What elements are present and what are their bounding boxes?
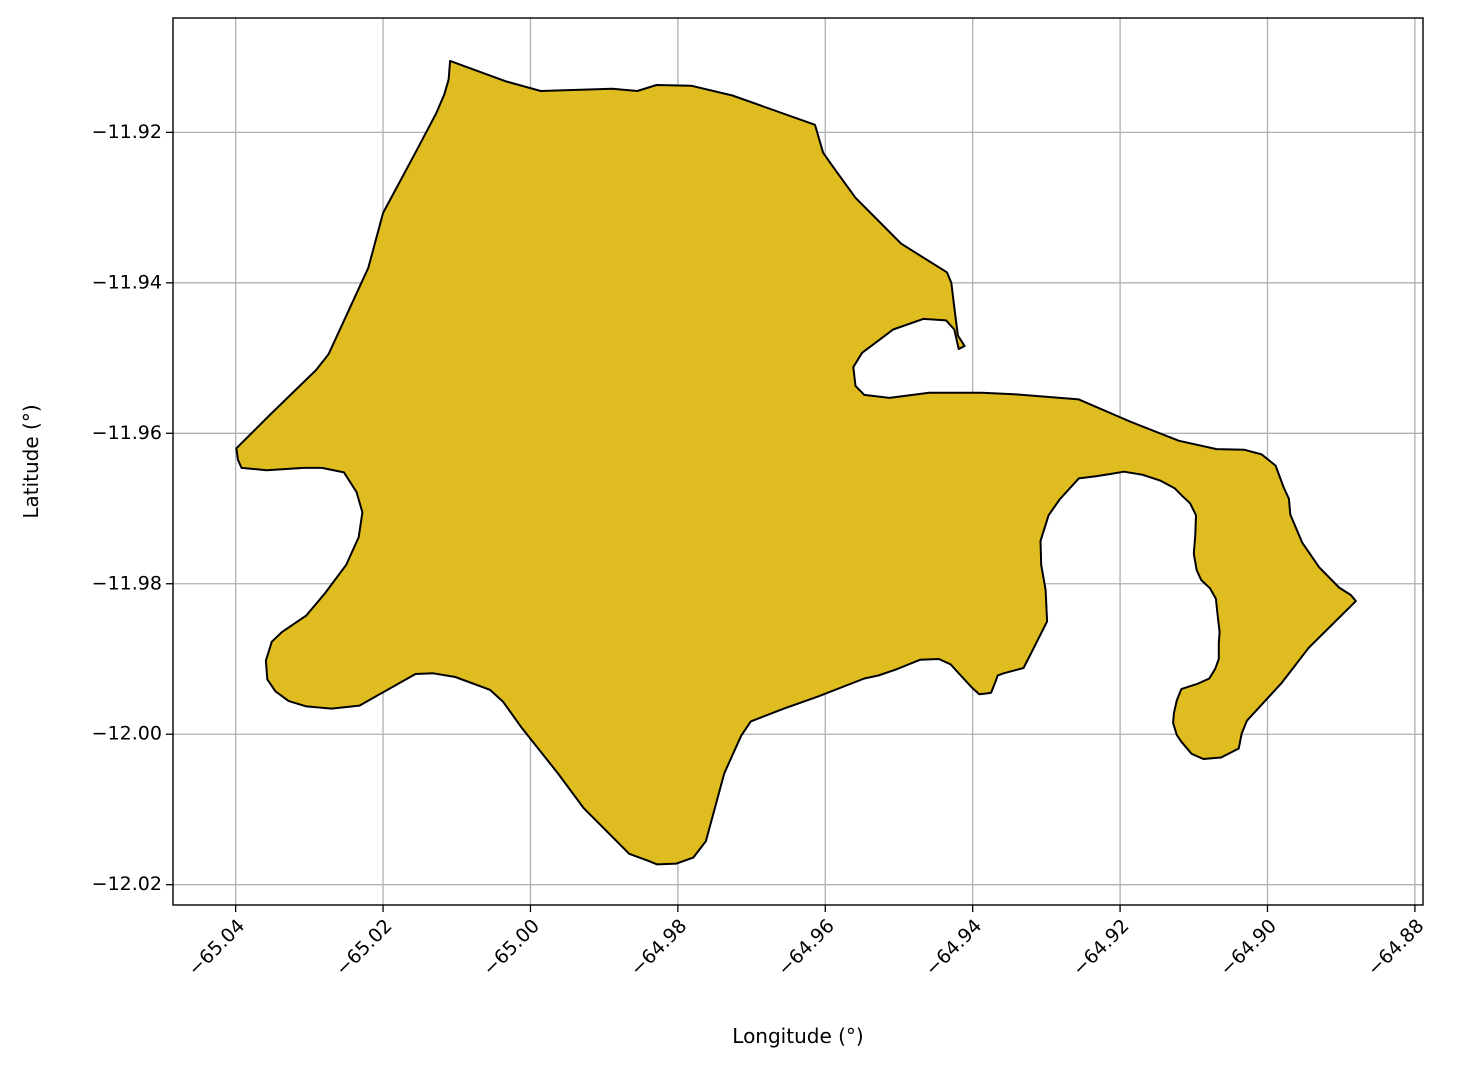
x-tick-label: −64.98 bbox=[626, 915, 691, 980]
y-tick-label: −12.02 bbox=[92, 873, 162, 895]
x-tick-label: −65.02 bbox=[331, 915, 396, 980]
y-tick-label: −12.00 bbox=[92, 723, 162, 745]
y-tick-label: −11.96 bbox=[92, 422, 162, 444]
region-polygon bbox=[235, 59, 1357, 866]
x-tick-label: −65.04 bbox=[184, 915, 249, 980]
x-tick-label: −64.88 bbox=[1363, 915, 1428, 980]
x-tick-label: −64.94 bbox=[921, 915, 986, 980]
x-axis-label: Longitude (°) bbox=[732, 1024, 863, 1048]
y-tick-label: −11.92 bbox=[92, 121, 162, 143]
y-tick-label: −11.98 bbox=[92, 572, 162, 594]
x-tick-label: −64.90 bbox=[1216, 915, 1281, 980]
x-tick-label: −64.96 bbox=[774, 915, 839, 980]
y-axis-label: Latitude (°) bbox=[19, 404, 43, 518]
x-tick-label: −64.92 bbox=[1068, 915, 1133, 980]
x-tick-label: −65.00 bbox=[479, 915, 544, 980]
plot-frame bbox=[172, 17, 1424, 906]
y-tick-label: −11.94 bbox=[92, 271, 162, 293]
